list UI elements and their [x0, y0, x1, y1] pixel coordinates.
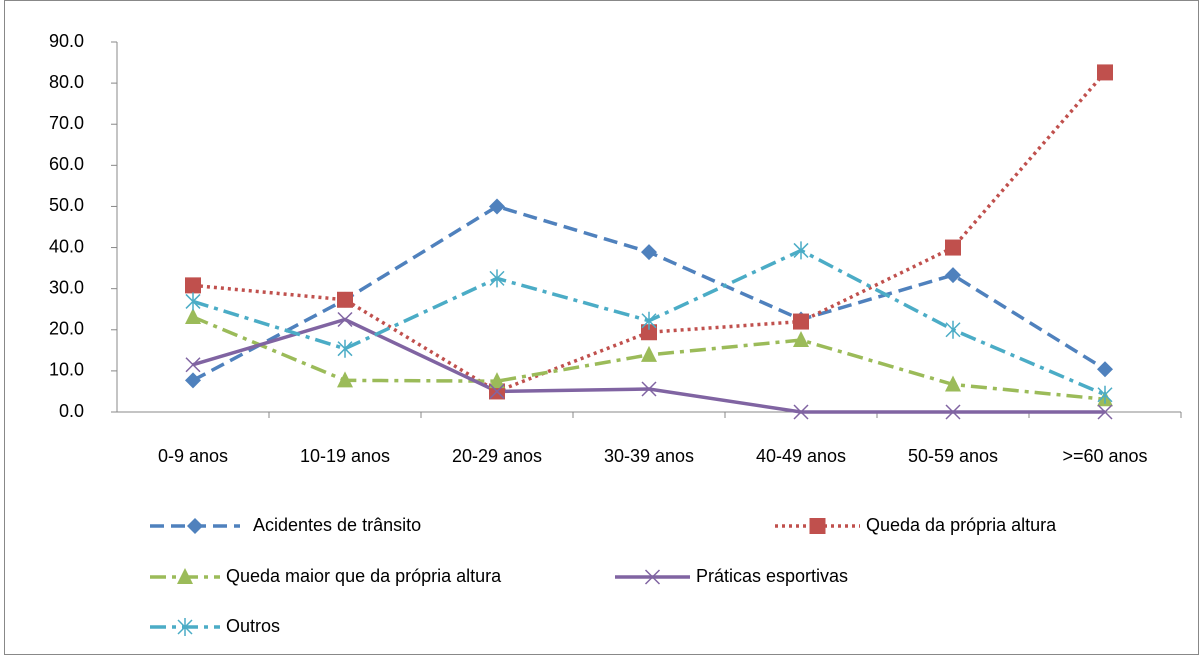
data-point [1097, 385, 1113, 404]
data-point [641, 324, 657, 341]
data-point [185, 308, 201, 325]
data-point [945, 267, 961, 284]
x-tick-label: >=60 anos [1062, 446, 1147, 466]
data-point [489, 198, 505, 215]
legend-label: Acidentes de trânsito [253, 515, 421, 535]
data-point [1097, 404, 1113, 420]
x-tick-label: 0-9 anos [158, 446, 228, 466]
data-point [641, 345, 657, 362]
y-tick-label: 30.0 [49, 277, 84, 297]
y-tick-label: 80.0 [49, 72, 84, 92]
y-tick-label: 70.0 [49, 113, 84, 133]
chart-border [4, 0, 1199, 655]
data-point [641, 311, 657, 330]
y-tick-label: 10.0 [49, 360, 84, 380]
x-tick-label: 10-19 anos [300, 446, 390, 466]
legend-label: Práticas esportivas [696, 566, 848, 586]
data-point [337, 339, 353, 358]
data-point [1097, 361, 1113, 378]
data-point [945, 404, 961, 420]
y-tick-label: 20.0 [49, 319, 84, 339]
legend-marker [809, 518, 826, 534]
legend-marker [177, 568, 193, 584]
x-tick-label: 30-39 anos [604, 446, 694, 466]
data-point [793, 313, 809, 330]
data-point [489, 383, 505, 399]
x-tick-label: 20-29 anos [452, 446, 542, 466]
x-tick-label: 40-49 anos [756, 446, 846, 466]
y-tick-label: 50.0 [49, 195, 84, 215]
data-point [945, 320, 961, 339]
data-point [945, 239, 961, 256]
legend-marker [177, 618, 193, 636]
legend-label: Queda maior que da própria altura [226, 566, 502, 586]
legend-label: Queda da própria altura [866, 515, 1057, 535]
legend-marker [187, 518, 203, 534]
data-point [793, 331, 809, 348]
x-tick-label: 50-59 anos [908, 446, 998, 466]
data-point [793, 241, 809, 260]
data-point [489, 372, 505, 389]
legend-marker [644, 569, 661, 585]
data-point [337, 371, 353, 388]
data-point [945, 375, 961, 392]
legend-label: Outros [226, 616, 280, 636]
data-point [337, 311, 353, 328]
data-point [641, 244, 657, 261]
data-point [185, 292, 201, 311]
data-point [793, 404, 809, 420]
y-tick-label: 0.0 [59, 401, 84, 421]
y-tick-label: 40.0 [49, 236, 84, 256]
y-tick-label: 90.0 [49, 31, 84, 51]
y-tick-label: 60.0 [49, 154, 84, 174]
data-point [489, 269, 505, 288]
data-point [1097, 64, 1113, 81]
data-point [185, 277, 201, 294]
data-point [337, 291, 353, 308]
data-point [185, 357, 201, 373]
data-point [641, 381, 657, 397]
data-point [185, 372, 201, 389]
